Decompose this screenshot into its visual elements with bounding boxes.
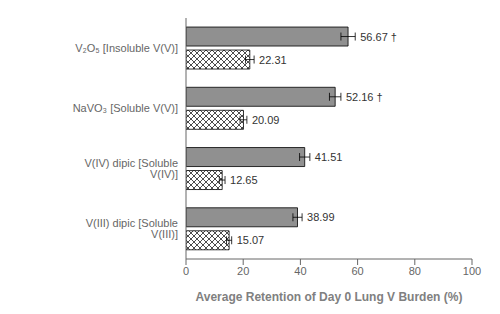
svg-text:60: 60	[351, 265, 363, 277]
svg-text:12.65: 12.65	[230, 174, 258, 186]
svg-text:52.16 †: 52.16 †	[346, 91, 383, 103]
svg-text:22.31: 22.31	[259, 54, 287, 66]
svg-text:20.09: 20.09	[252, 114, 280, 126]
svg-text:V(III) dipic [SolubleV(III)]: V(III) dipic [SolubleV(III)]	[86, 217, 178, 240]
svg-text:40: 40	[294, 265, 306, 277]
svg-text:0: 0	[183, 265, 189, 277]
svg-text:41.51: 41.51	[315, 151, 343, 163]
svg-text:100: 100	[463, 265, 481, 277]
svg-text:38.99: 38.99	[307, 211, 335, 223]
svg-text:20: 20	[237, 265, 249, 277]
svg-text:Average Retention of Day 0 Lun: Average Retention of Day 0 Lung V Burden…	[196, 290, 463, 304]
svg-text:V₂O₅ [Insoluble V(V)]: V₂O₅ [Insoluble V(V)]	[75, 42, 178, 54]
svg-text:56.67 †: 56.67 †	[360, 31, 397, 43]
svg-text:V(IV) dipic [SolubleV(IV)]: V(IV) dipic [SolubleV(IV)]	[84, 157, 178, 180]
svg-text:80: 80	[409, 265, 421, 277]
svg-text:15.07: 15.07	[237, 234, 265, 246]
svg-text:NaVO₃ [Soluble V(V)]: NaVO₃ [Soluble V(V)]	[73, 102, 178, 114]
